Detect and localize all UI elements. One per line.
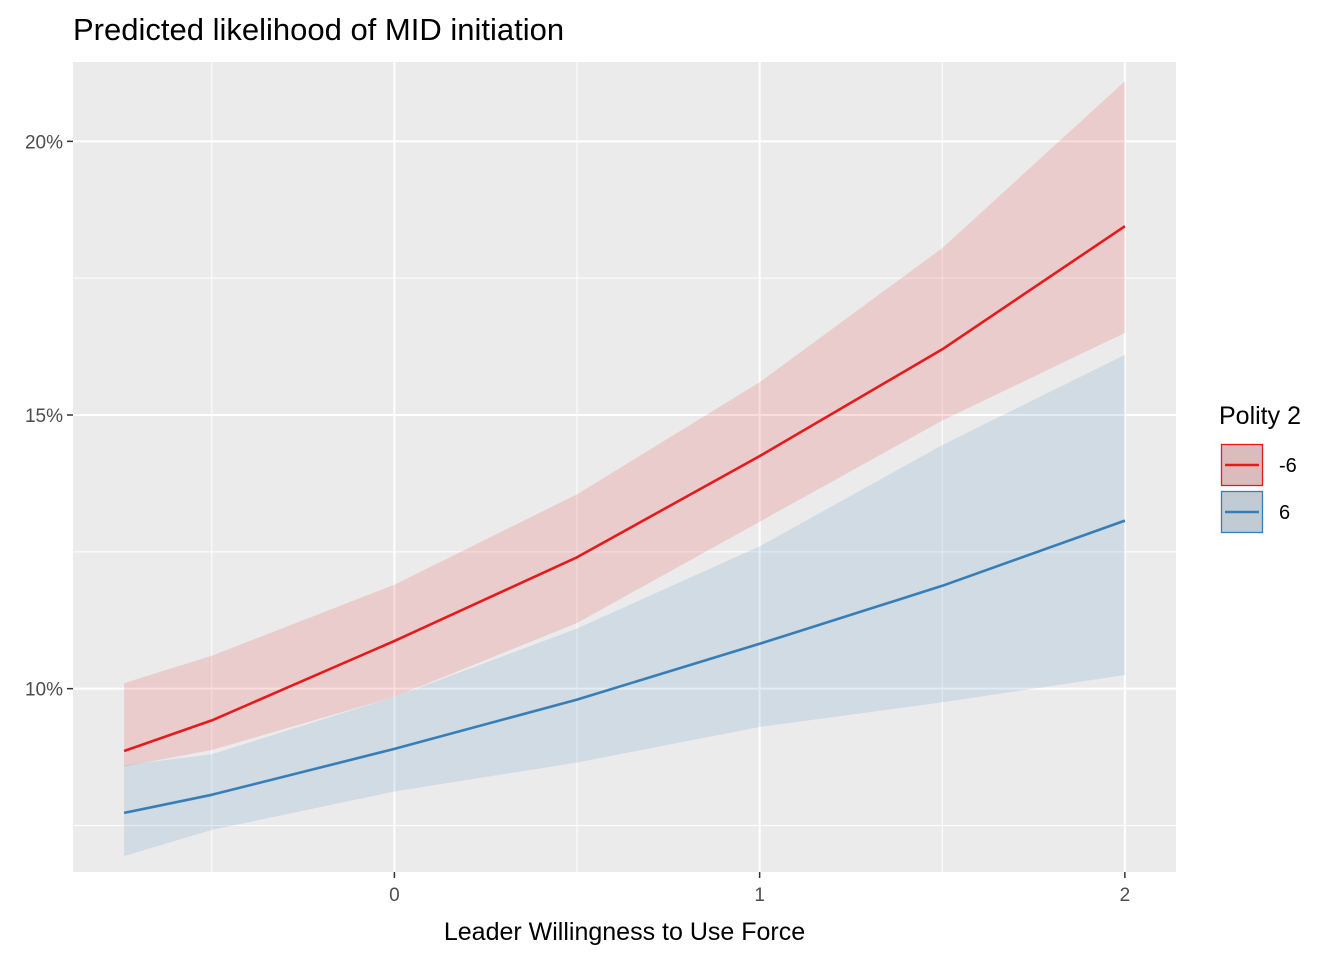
ribbon-series--6 — [124, 81, 1125, 767]
legend-label: -6 — [1279, 455, 1297, 477]
x-tick-label: 0 — [389, 885, 400, 906]
line-series--6 — [123, 225, 1126, 753]
plot-panel — [73, 62, 1176, 872]
legend-title: Polity 2 — [1219, 402, 1301, 430]
line-series-6 — [123, 519, 1126, 815]
grid-minor — [73, 62, 1176, 872]
y-tick-label: 10% — [25, 680, 63, 701]
chart-title: Predicted likelihood of MID initiation — [73, 12, 564, 47]
series-lines — [123, 225, 1126, 815]
legend: Polity 2 -6 6 — [1219, 402, 1301, 534]
confidence-ribbons — [124, 81, 1125, 857]
y-tick-label: 20% — [25, 132, 63, 153]
x-tick-label: 1 — [754, 885, 765, 906]
ribbon-series-6 — [124, 354, 1125, 857]
x-axis: 0 1 2 — [389, 872, 1130, 906]
y-axis: 10% 15% 20% — [25, 132, 73, 701]
legend-label: 6 — [1279, 502, 1290, 524]
y-tick-label: 15% — [25, 406, 63, 427]
grid-major — [73, 62, 1176, 872]
x-axis-title: Leader Willingness to Use Force — [444, 918, 805, 946]
x-tick-label: 2 — [1120, 885, 1131, 906]
